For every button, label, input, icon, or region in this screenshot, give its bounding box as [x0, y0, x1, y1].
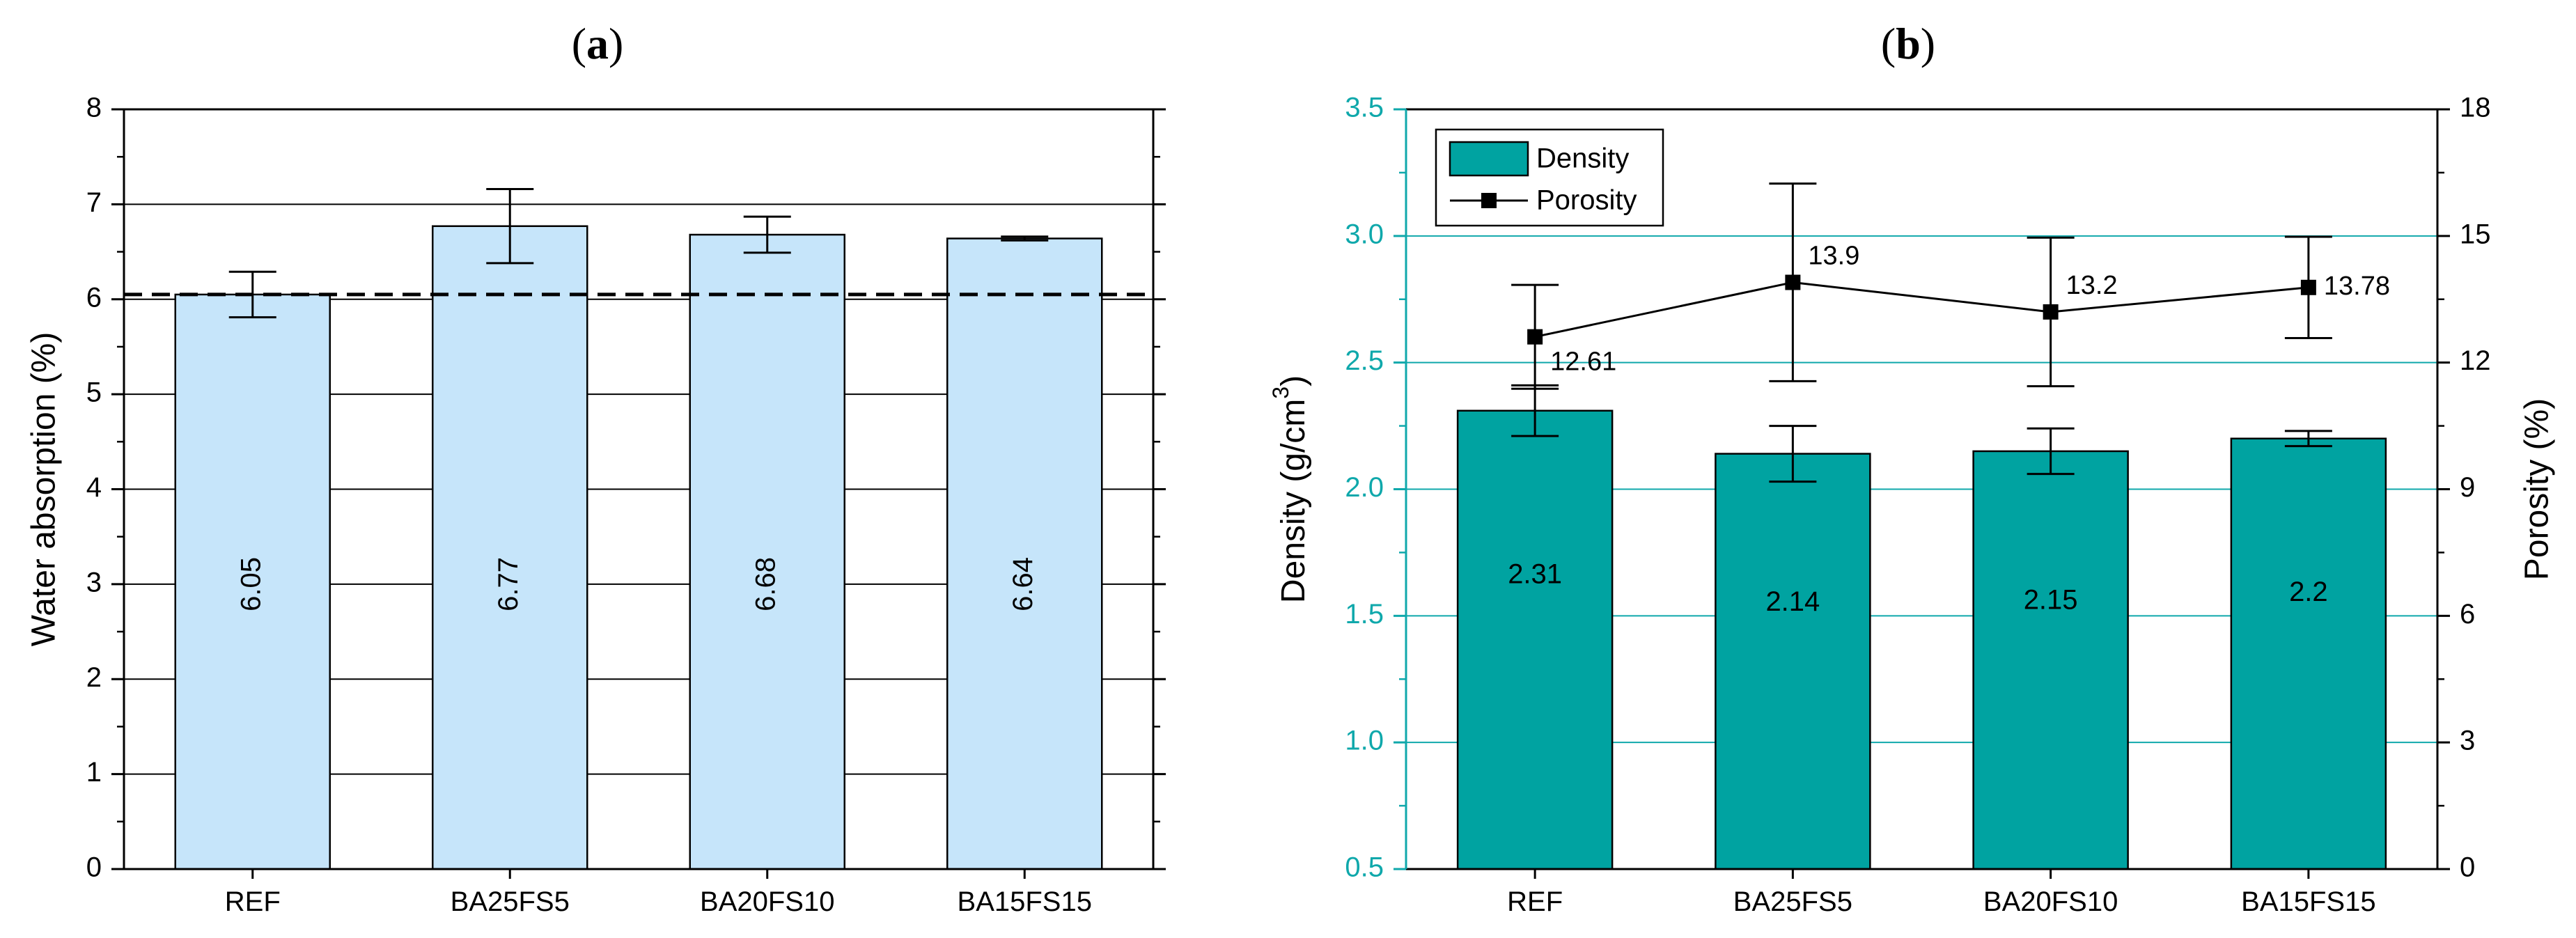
y-tick-label-b-1.0: 1.0: [1345, 726, 1384, 756]
porosity-point-BA20FS10: [2043, 304, 2059, 320]
y-tick-label-b-3.0: 3.0: [1345, 219, 1384, 249]
y2-tick-label-b-12: 12: [2460, 345, 2491, 376]
data-label-b-porosity-BA25FS5: 13.9: [1808, 242, 1859, 271]
x-tick-label-a-REF: REF: [225, 886, 281, 917]
porosity-point-BA15FS15: [2300, 279, 2316, 295]
data-label-b-porosity-BA20FS10: 13.2: [2066, 271, 2118, 300]
error-bar-a-BA20FS10: [743, 215, 791, 254]
x-tick-label-a-BA15FS15: BA15FS15: [958, 886, 1092, 917]
x-tick-label-a-BA20FS10: BA20FS10: [700, 886, 834, 917]
panel-label-b: (b): [1881, 19, 1935, 68]
data-label-b-porosity-REF: 12.61: [1550, 347, 1616, 377]
data-label-b-porosity-BA15FS15: 13.78: [2324, 272, 2390, 301]
y-tick-label-a-4: 4: [86, 472, 102, 503]
data-label-a-BA15FS15: 6.64: [1008, 557, 1038, 611]
y-tick-label-a-1: 1: [86, 757, 102, 788]
panel-label-b-letter: b: [1896, 19, 1921, 68]
y-tick-label-a-3: 3: [86, 567, 102, 597]
porosity-line: [1534, 281, 2309, 338]
panel-label-a-letter: a: [586, 19, 609, 68]
x-tick-label-b-REF: REF: [1507, 886, 1563, 917]
bar-b-REF: [1456, 409, 1614, 870]
y-axis-label-b-left-main: Density (g/cm: [1275, 399, 1312, 603]
error-bar-a-REF: [228, 270, 276, 319]
y-axis-label-b-left-end: ): [1275, 375, 1312, 386]
data-label-b-density-REF: 2.31: [1508, 558, 1562, 589]
y2-tick-label-b-15: 15: [2460, 219, 2491, 249]
y2-tick-label-b-0: 0: [2460, 852, 2475, 883]
y-tick-label-b-2.5: 2.5: [1345, 345, 1384, 376]
legend-label-density: Density: [1536, 143, 1629, 174]
porosity-point-REF: [1527, 329, 1543, 345]
x-tick-label-a-BA25FS5: BA25FS5: [451, 886, 570, 917]
error-bar-b-density-BA25FS5: [1769, 425, 1817, 483]
y2-tick-label-b-3: 3: [2460, 726, 2475, 756]
error-bar-a-BA15FS15: [1001, 235, 1049, 242]
legend-label-porosity: Porosity: [1536, 185, 1637, 216]
y-tick-label-a-8: 8: [86, 93, 102, 123]
y-axis-label-b-right: Porosity (%): [2519, 398, 2556, 580]
y-axis-label-b-left: Density (g/cm3): [1268, 375, 1311, 603]
bar-a-BA20FS10: [689, 233, 845, 870]
y2-tick-label-b-18: 18: [2460, 93, 2491, 123]
data-label-b-density-BA20FS10: 2.15: [2024, 585, 2078, 616]
porosity-point-BA25FS5: [1785, 274, 1801, 290]
x-tick-label-b-BA15FS15: BA15FS15: [2241, 886, 2375, 917]
error-bar-b-density-BA20FS10: [2027, 427, 2075, 476]
x-tick-label-b-BA20FS10: BA20FS10: [1983, 886, 2118, 917]
bar-b-BA15FS15: [2230, 437, 2387, 870]
y-tick-label-b-2.0: 2.0: [1345, 472, 1384, 503]
data-label-b-density-BA15FS15: 2.2: [2289, 577, 2328, 607]
bar-a-BA25FS5: [432, 225, 588, 870]
data-label-a-BA25FS5: 6.77: [493, 557, 524, 611]
y-tick-label-b-3.5: 3.5: [1345, 93, 1384, 123]
error-bar-a-BA25FS5: [486, 188, 534, 265]
data-label-b-density-BA25FS5: 2.14: [1765, 586, 1820, 617]
y-tick-label-a-2: 2: [86, 662, 102, 693]
y2-tick-label-b-9: 9: [2460, 472, 2475, 503]
bar-a-BA15FS15: [946, 237, 1103, 870]
bar-b-BA25FS5: [1715, 453, 1871, 870]
legend-swatch-density: [1449, 141, 1529, 177]
x-tick-label-b-BA25FS5: BA25FS5: [1733, 886, 1852, 917]
y-axis-label-a: Water absorption (%): [26, 332, 63, 647]
bar-b-BA20FS10: [1972, 450, 2129, 870]
y-tick-label-b-0.5: 0.5: [1345, 852, 1384, 883]
legend-b: Density Porosity: [1435, 128, 1664, 227]
y-tick-label-b-1.5: 1.5: [1345, 599, 1384, 630]
y-tick-label-a-0: 0: [86, 852, 102, 883]
legend-marker-porosity: [1481, 193, 1497, 208]
y-tick-label-a-7: 7: [86, 187, 102, 218]
error-bar-b-density-BA15FS15: [2284, 430, 2332, 448]
y-tick-label-a-5: 5: [86, 377, 102, 408]
y2-tick-label-b-6: 6: [2460, 599, 2475, 630]
panel-label-a: (a): [572, 19, 624, 68]
data-label-a-BA20FS10: 6.68: [750, 557, 781, 611]
data-label-a-REF: 6.05: [235, 557, 266, 611]
y-tick-label-a-6: 6: [86, 282, 102, 313]
y-axis-label-b-left-superscript: 3: [1268, 386, 1293, 399]
